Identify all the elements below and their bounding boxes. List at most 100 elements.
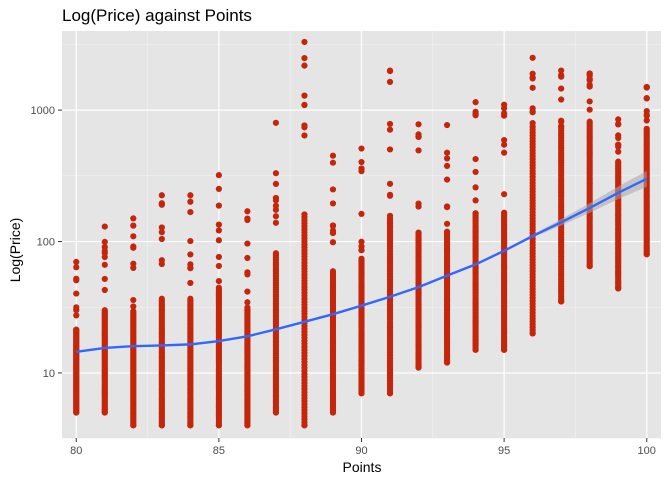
smooth-trend <box>76 170 648 353</box>
data-point <box>101 247 108 255</box>
data-point <box>187 198 194 205</box>
data-point <box>301 211 308 218</box>
data-point <box>558 67 565 74</box>
data-point <box>358 238 365 245</box>
data-point <box>415 121 422 128</box>
data-point <box>215 262 222 270</box>
data-point <box>244 208 251 215</box>
data-point <box>244 215 251 222</box>
data-point <box>358 247 365 254</box>
data-point <box>215 202 222 209</box>
data-point <box>272 206 280 213</box>
data-point <box>558 123 565 130</box>
data-point <box>272 170 280 177</box>
x-tick-label: 85 <box>213 445 225 457</box>
data-point <box>244 299 251 306</box>
data-point <box>472 197 479 204</box>
data-point <box>472 210 479 217</box>
data-point <box>472 108 479 115</box>
data-point <box>301 38 308 46</box>
data-point <box>643 125 650 132</box>
data-point <box>301 101 308 109</box>
data-point <box>615 132 622 139</box>
data-point <box>158 229 165 236</box>
data-point <box>272 194 280 202</box>
y-axis-title: Log(Price) <box>7 218 23 283</box>
data-point <box>101 307 108 314</box>
data-point <box>643 117 650 124</box>
data-point <box>643 84 650 91</box>
data-point <box>187 209 194 216</box>
data-point <box>73 275 80 282</box>
smooth-line <box>76 177 648 353</box>
data-point <box>443 203 451 210</box>
data-point <box>158 235 165 243</box>
data-point <box>301 124 308 131</box>
data-point <box>329 222 337 230</box>
data-point <box>443 121 451 129</box>
data-point <box>529 54 536 61</box>
x-axis-title: Points <box>343 459 382 475</box>
data-point <box>215 185 222 193</box>
data-point <box>472 99 479 106</box>
data-point <box>187 265 194 272</box>
data-point <box>386 126 394 133</box>
data-point <box>558 96 565 103</box>
data-point <box>586 83 593 90</box>
data-point <box>187 237 194 245</box>
data-point <box>329 229 337 237</box>
data-point <box>130 244 137 251</box>
data-point <box>615 148 622 155</box>
data-point <box>586 77 593 84</box>
data-point <box>386 78 394 86</box>
data-point <box>643 112 650 119</box>
data-point <box>130 233 137 240</box>
x-tick-label: 95 <box>498 445 510 457</box>
data-point <box>130 296 137 304</box>
data-point <box>215 253 222 261</box>
data-point <box>244 254 251 262</box>
data-point <box>415 203 422 210</box>
x-axis: 80 85 90 95 100 <box>70 438 656 457</box>
data-point <box>244 240 251 247</box>
data-point <box>586 118 593 125</box>
data-point <box>443 162 451 170</box>
data-point <box>187 279 194 287</box>
data-point <box>301 55 308 62</box>
data-point <box>215 227 222 234</box>
y-tick-label: 100 <box>37 237 55 249</box>
data-point <box>215 278 222 285</box>
data-point <box>501 191 508 198</box>
data-point <box>158 295 165 302</box>
data-point <box>329 159 337 166</box>
data-point <box>301 132 308 139</box>
y-axis: 10 100 1000 <box>31 105 62 380</box>
data-point <box>501 105 508 112</box>
data-point <box>187 251 194 258</box>
data-point <box>529 84 536 91</box>
data-point <box>529 109 536 116</box>
data-point <box>101 261 108 268</box>
data-point <box>586 106 593 113</box>
data-point <box>558 117 565 124</box>
data-point <box>130 260 137 267</box>
data-point <box>443 149 451 156</box>
data-point <box>215 221 222 228</box>
data-point <box>73 264 80 271</box>
data-point <box>386 68 394 75</box>
data-point <box>386 146 394 153</box>
data-point <box>272 250 280 257</box>
data-point <box>329 200 337 207</box>
data-points <box>73 38 650 429</box>
data-point <box>586 98 593 105</box>
data-point <box>272 180 280 188</box>
data-point <box>443 176 451 183</box>
data-point <box>501 141 508 148</box>
data-point <box>329 268 337 275</box>
data-point <box>301 92 308 99</box>
data-point <box>501 209 508 216</box>
data-point <box>472 168 479 176</box>
data-point <box>301 62 308 69</box>
data-point <box>643 95 650 102</box>
data-point <box>73 326 80 333</box>
